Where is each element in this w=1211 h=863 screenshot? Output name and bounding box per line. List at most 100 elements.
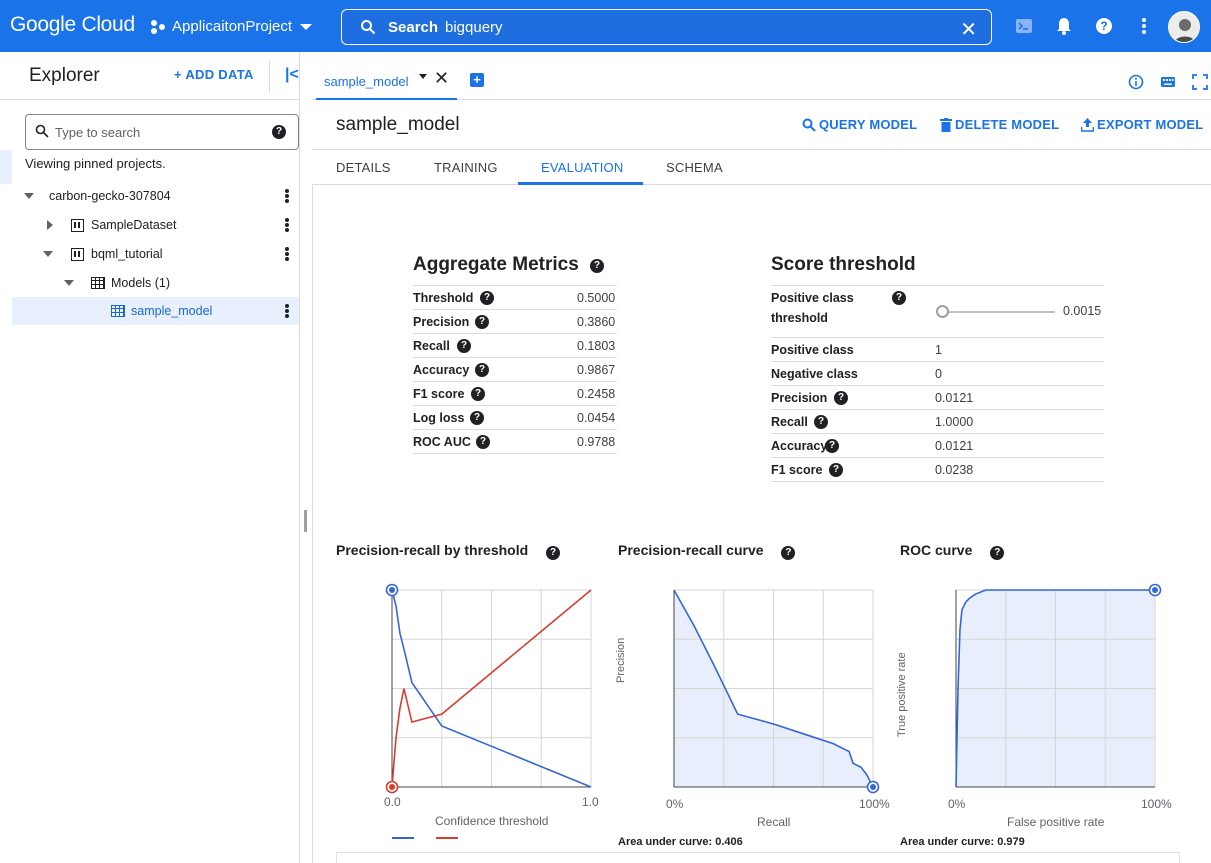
bell-icon[interactable] <box>1054 16 1074 36</box>
top-app-bar: Google Cloud ApplicaitonProject Search b… <box>0 0 1211 52</box>
add-data-button[interactable]: + ADD DATA <box>174 67 254 82</box>
close-icon[interactable]: ✕ <box>434 68 450 88</box>
threshold-label-line2: threshold <box>771 311 828 325</box>
y-axis-label: True positive rate <box>896 652 908 737</box>
tree-item-label: carbon-gecko-307804 <box>49 189 171 203</box>
x-axis-label: False positive rate <box>1007 815 1105 829</box>
panel-resize-handle[interactable] <box>304 510 307 532</box>
tree-item-project[interactable]: carbon-gecko-307804 <box>12 182 299 210</box>
more-vert-icon[interactable] <box>285 218 289 232</box>
info-icon[interactable] <box>1128 74 1144 90</box>
x-axis-label: Confidence threshold <box>435 814 549 828</box>
x-tick-min: 0.0 <box>384 795 401 809</box>
project-selector[interactable]: ApplicaitonProject <box>150 18 313 35</box>
score-metric-row: Recall? 1.0000 <box>771 410 1104 434</box>
x-tick-max: 100% <box>859 797 890 811</box>
area-fill <box>956 590 1155 787</box>
help-icon[interactable]: ? <box>480 291 494 305</box>
new-tab-button[interactable]: + <box>470 73 484 87</box>
y-axis-label: Precision <box>615 637 627 683</box>
query-model-button[interactable]: QUERY MODEL <box>802 117 917 132</box>
clear-search-icon[interactable]: ✕ <box>960 19 977 41</box>
x-axis-label: Recall <box>757 815 791 829</box>
data-point <box>385 583 399 597</box>
explorer-search-input[interactable]: Type to search ? <box>25 114 299 150</box>
aggregate-metric-label: Precision <box>413 315 470 329</box>
score-metric-row: Positive class 1 <box>771 338 1104 362</box>
help-icon[interactable]: ? <box>590 259 605 273</box>
more-vert-icon[interactable] <box>285 304 289 318</box>
series-line <box>673 589 874 788</box>
help-icon[interactable]: ? <box>476 435 490 449</box>
fullscreen-icon[interactable] <box>1192 74 1208 90</box>
threshold-row: Positive class threshold ? 0.0015 <box>771 285 1104 338</box>
data-point-dot <box>389 784 395 790</box>
help-icon[interactable]: ? <box>990 546 1005 560</box>
data-point-dot <box>870 784 876 790</box>
help-icon[interactable]: ? <box>834 391 848 405</box>
score-metric-label: Negative class <box>771 367 858 381</box>
collapse-panel-icon[interactable]: |< <box>285 66 299 83</box>
project-icon <box>151 19 165 34</box>
x-tick-min: 0% <box>948 797 966 811</box>
tree-item-models[interactable]: Models (1) <box>12 269 299 297</box>
help-icon[interactable]: ? <box>1094 16 1114 36</box>
pr-auc: Area under curve: 0.406 <box>618 836 743 848</box>
x-tick-max: 100% <box>1141 797 1172 811</box>
tab-training[interactable]: TRAINING <box>434 160 498 175</box>
chevron-down-icon[interactable] <box>24 193 34 199</box>
divider <box>312 185 313 863</box>
help-icon[interactable]: ? <box>475 363 489 377</box>
help-icon[interactable]: ? <box>825 439 839 453</box>
help-icon[interactable]: ? <box>272 125 286 139</box>
pr-threshold-chart-title: Precision-recall by threshold ? <box>336 542 561 560</box>
tree-item-dataset[interactable]: SampleDataset <box>12 211 299 239</box>
more-vert-icon[interactable] <box>1134 16 1154 36</box>
dataset-icon <box>71 219 84 232</box>
data-point <box>866 780 880 794</box>
delete-model-button[interactable]: DELETE MODEL <box>940 117 1059 132</box>
export-model-button[interactable]: EXPORT MODEL <box>1081 117 1203 132</box>
help-icon[interactable]: ? <box>546 546 561 560</box>
active-tab-indicator <box>518 182 643 185</box>
help-icon[interactable]: ? <box>814 415 828 429</box>
aggregate-metric-label: Threshold <box>413 291 474 305</box>
chevron-down-icon[interactable] <box>64 280 74 286</box>
chevron-down-icon <box>300 23 313 30</box>
search-input[interactable]: bigquery <box>445 19 503 36</box>
help-icon[interactable]: ? <box>892 291 906 305</box>
roc-auc: Area under curve: 0.979 <box>900 836 1025 848</box>
explorer-title: Explorer <box>29 65 100 86</box>
svg-text:?: ? <box>1100 19 1107 33</box>
help-icon[interactable]: ? <box>829 463 843 477</box>
tree-item-model[interactable]: sample_model <box>12 297 299 325</box>
tab-sample-model[interactable]: sample_model ✕ <box>316 62 457 100</box>
upload-icon <box>1081 117 1094 132</box>
cloud-shell-icon[interactable] <box>1014 16 1034 36</box>
slider-thumb[interactable] <box>936 305 950 318</box>
chevron-down-icon[interactable] <box>419 74 427 79</box>
chevron-down-icon[interactable] <box>43 251 53 257</box>
pr-curve-chart-title: Precision-recall curve ? <box>618 542 796 560</box>
series-line <box>955 589 1155 788</box>
avatar[interactable] <box>1168 11 1200 43</box>
help-icon[interactable]: ? <box>781 546 796 560</box>
tab-schema[interactable]: SCHEMA <box>666 160 723 175</box>
tab-details[interactable]: DETAILS <box>336 160 391 175</box>
help-icon[interactable]: ? <box>457 339 471 353</box>
help-icon[interactable]: ? <box>471 387 485 401</box>
more-vert-icon[interactable] <box>285 189 289 203</box>
google-cloud-logo[interactable]: Google Cloud <box>10 13 135 36</box>
aggregate-metric-row: Log loss? 0.0454 <box>413 406 617 430</box>
keyboard-icon[interactable] <box>1160 74 1176 90</box>
tree-item-dataset[interactable]: bqml_tutorial <box>12 240 299 268</box>
help-icon[interactable]: ? <box>470 411 484 425</box>
threshold-slider[interactable] <box>943 311 1055 313</box>
search-bar[interactable]: Search bigquery ✕ <box>341 9 992 45</box>
tab-evaluation[interactable]: EVALUATION <box>541 160 624 175</box>
more-vert-icon[interactable] <box>285 247 289 261</box>
chevron-right-icon[interactable] <box>47 220 53 230</box>
search-icon <box>35 124 49 138</box>
score-metric-label: Recall <box>771 415 808 429</box>
help-icon[interactable]: ? <box>475 315 489 329</box>
